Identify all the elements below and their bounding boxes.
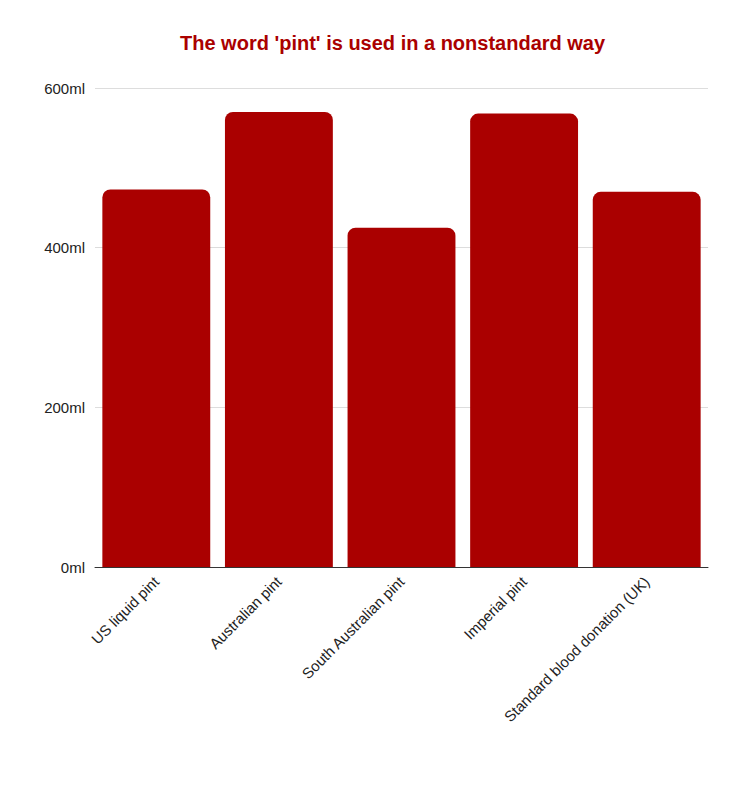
svg-text:600ml: 600ml xyxy=(44,80,85,97)
svg-text:The word 'pint' is used in a n: The word 'pint' is used in a nonstandard… xyxy=(180,32,606,54)
svg-text:South Australian pint: South Australian pint xyxy=(298,572,408,682)
svg-text:400ml: 400ml xyxy=(44,239,85,256)
svg-text:Imperial pint: Imperial pint xyxy=(460,572,530,642)
svg-text:Standard blood donation (UK): Standard blood donation (UK) xyxy=(500,573,652,725)
svg-text:0ml: 0ml xyxy=(61,559,85,576)
svg-text:Australian pint: Australian pint xyxy=(206,572,286,652)
svg-text:US liquid pint: US liquid pint xyxy=(88,572,163,647)
svg-text:200ml: 200ml xyxy=(44,399,85,416)
